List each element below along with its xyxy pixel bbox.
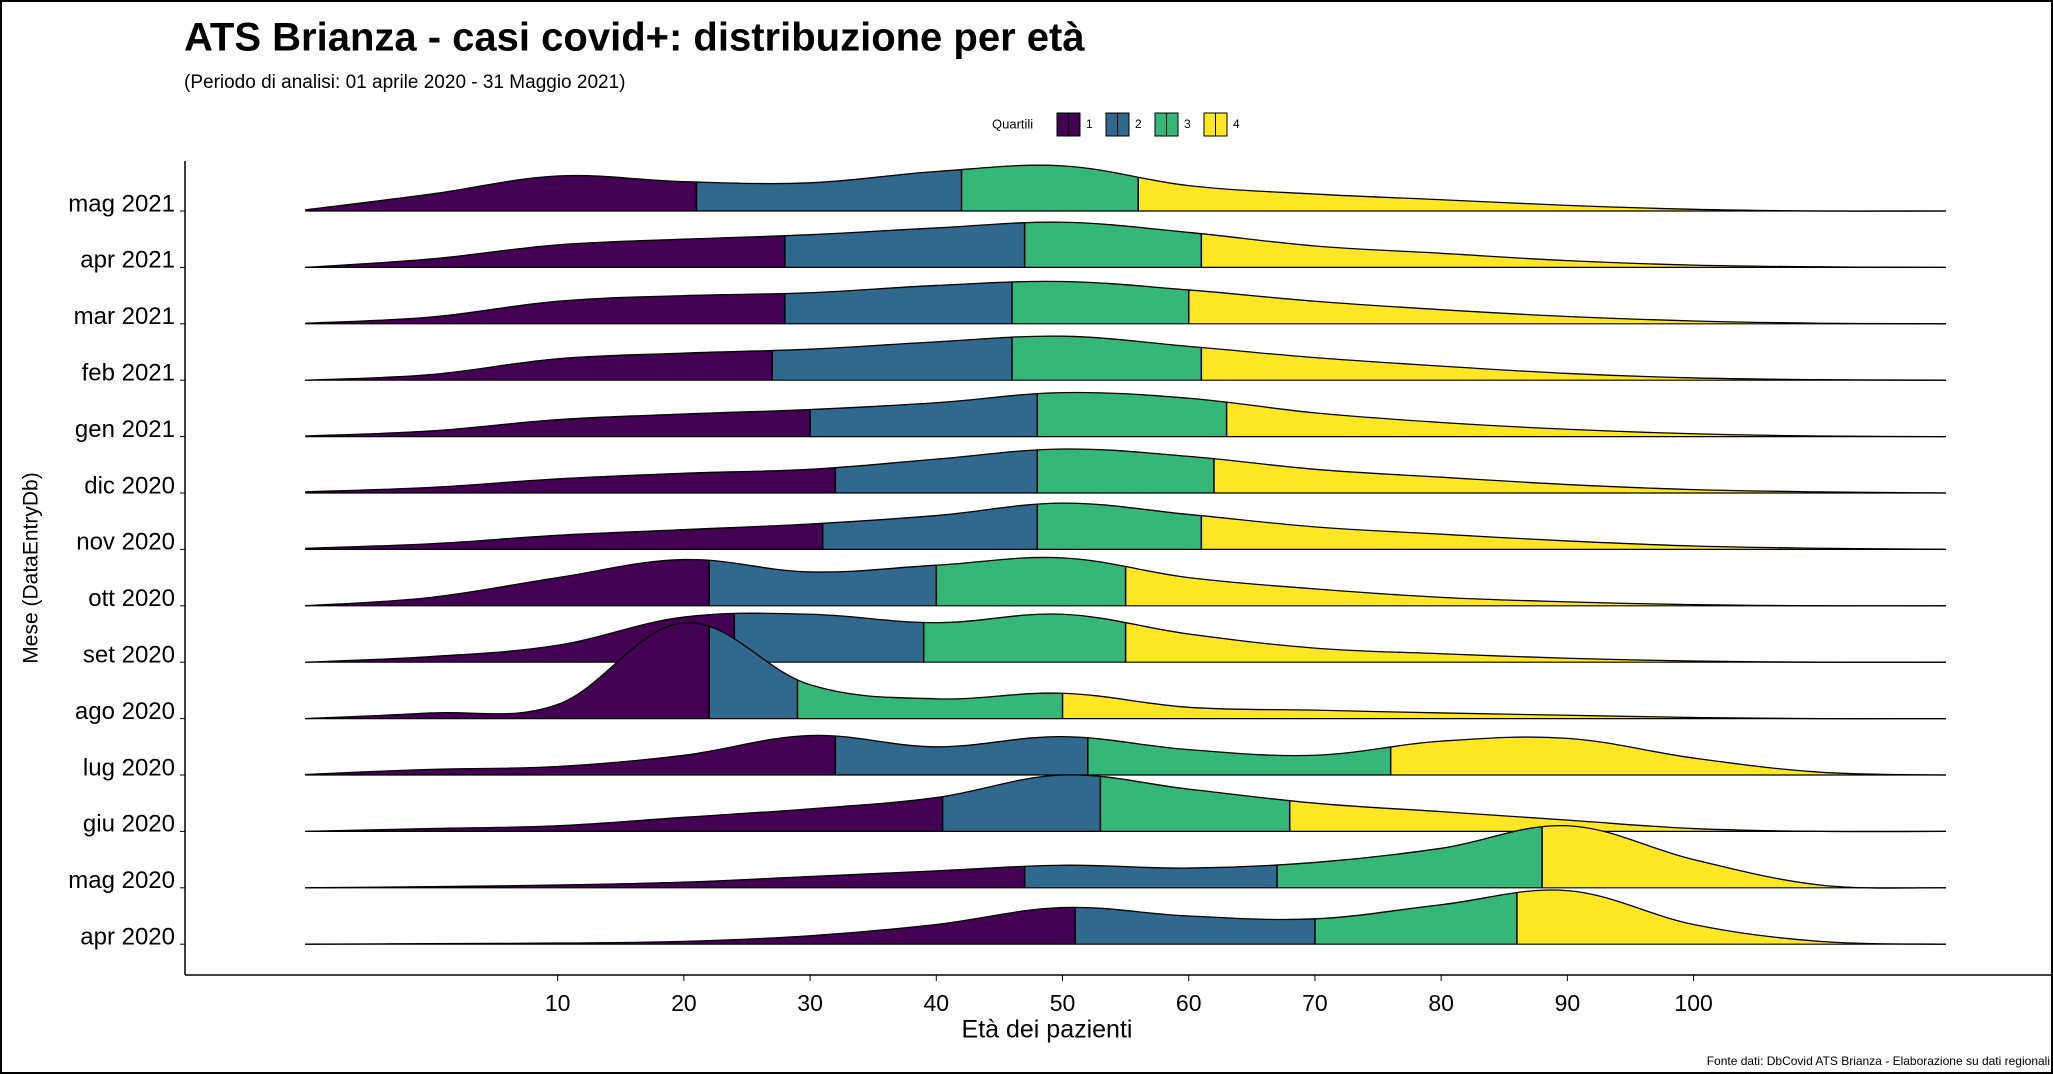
density-curve [305,502,1947,551]
legend-label: 1 [1086,117,1093,131]
y-tick-label: apr 2021 [80,247,175,274]
y-tick-label: mag 2021 [68,190,175,217]
legend-label: 2 [1135,117,1142,131]
y-tick-label: lug 2020 [83,754,175,781]
quartile-area [936,557,1126,606]
x-tick-label: 100 [1674,990,1712,1016]
density-curve [305,335,1947,381]
legend-label: 4 [1233,117,1240,131]
chart-title: ATS Brianza - casi covid+: distribuzione… [184,16,1085,60]
x-tick-label: 50 [1050,990,1076,1016]
y-tick-label: nov 2020 [76,529,175,556]
density-curve [305,825,1947,889]
density-curve [305,774,1947,833]
x-axis-label: Età dei pazienti [962,1016,1133,1044]
density-curve [305,556,1947,607]
quartile-area [1037,392,1227,437]
density-curve [305,164,1947,212]
quartile-area [1012,281,1189,324]
x-tick-label: 30 [797,990,823,1016]
density-curve [305,391,1947,438]
chart-subtitle: (Periodo di analisi: 01 aprile 2020 - 31… [184,72,626,93]
y-tick-label: dic 2020 [84,472,175,499]
quartile-area [734,613,924,663]
density-curve [305,889,1947,945]
x-tick-label: 70 [1302,990,1328,1016]
density-curve [305,221,1947,269]
y-tick-label: ott 2020 [88,585,175,612]
quartile-area [961,165,1139,212]
y-tick-label: set 2020 [83,642,175,669]
density-curve [305,734,1947,776]
x-tick-label: 10 [545,990,571,1016]
y-tick-label: giu 2020 [83,811,175,838]
density-curve [305,622,1947,720]
y-tick-label: feb 2021 [82,360,175,387]
density-curve [305,448,1947,494]
x-tick-label: 40 [924,990,950,1016]
y-axis-label: Mese (DataEntryDb) [20,472,43,663]
y-tick-label: gen 2021 [75,416,175,443]
x-tick-label: 60 [1176,990,1202,1016]
x-tick-label: 80 [1428,990,1454,1016]
caption: Fonte dati: DbCovid ATS Brianza - Elabor… [1707,1054,2050,1068]
density-curve [305,280,1947,325]
x-tick-label: 20 [671,990,697,1016]
y-tick-label: mar 2021 [74,303,175,330]
density-curve [305,612,1947,663]
y-tick-label: ago 2020 [75,698,175,725]
y-tick-label: apr 2020 [80,924,175,951]
y-tick-label: mag 2020 [68,867,175,894]
legend-title: Quartili [992,116,1033,131]
x-tick-label: 90 [1555,990,1581,1016]
legend-label: 3 [1184,117,1191,131]
